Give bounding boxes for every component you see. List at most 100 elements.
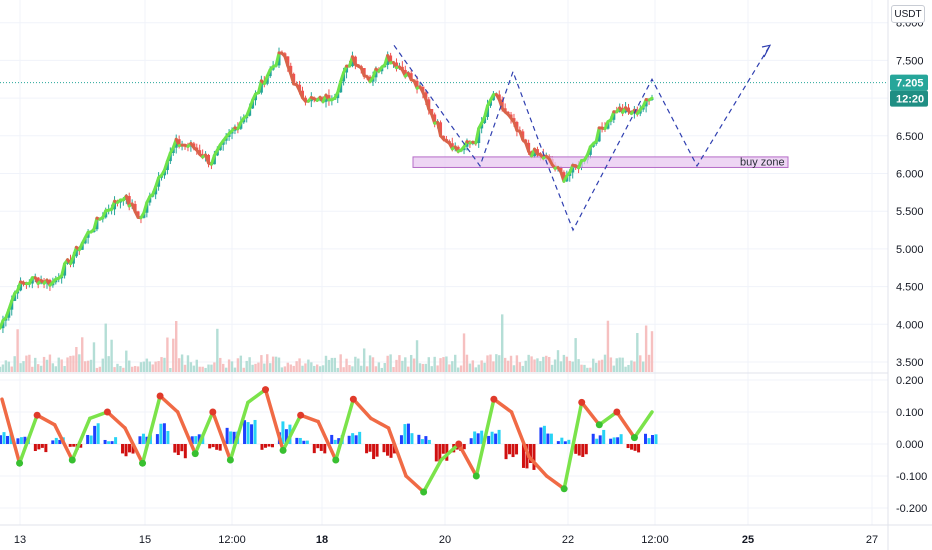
volume-bar <box>412 358 416 372</box>
oscillator-segment <box>615 410 637 440</box>
volume-bar <box>63 366 66 372</box>
price-trend-lines <box>0 51 654 330</box>
volume-bar <box>639 355 642 372</box>
volume-bar <box>45 359 49 372</box>
volume-bar <box>13 356 16 372</box>
volume-bar <box>151 364 154 372</box>
volume-bar <box>568 360 571 372</box>
volume-bar <box>222 363 225 372</box>
oscillator-segment <box>17 413 39 465</box>
oscillator-segment <box>123 426 145 465</box>
volume-bar <box>125 350 128 372</box>
histogram-bar <box>494 433 498 444</box>
histogram-bar <box>110 441 114 444</box>
volume-bar <box>19 363 22 372</box>
oscillator-segment <box>421 458 443 494</box>
volume-bar <box>42 356 46 372</box>
oscillator-segment <box>492 397 514 414</box>
histogram-bar <box>86 434 90 444</box>
volume-bar <box>401 360 404 372</box>
histogram-bar <box>19 437 23 444</box>
oscillator-segment <box>386 426 408 478</box>
price-tick-label: 7.500 <box>896 55 924 67</box>
histogram-bar <box>434 444 438 462</box>
volume-bar <box>498 355 501 372</box>
histogram-bar <box>612 437 616 444</box>
volume-bar <box>495 354 498 372</box>
histogram-bar <box>406 423 410 444</box>
volume-bar <box>177 358 181 372</box>
volume-bar <box>1 364 5 372</box>
histogram-bar <box>598 435 602 444</box>
oscillator-segment <box>140 394 162 465</box>
volume-bar <box>368 355 372 372</box>
volume-bar <box>330 357 334 372</box>
volume-bar <box>600 359 604 372</box>
volume-bar <box>589 367 592 372</box>
volume-bar <box>236 358 240 372</box>
trend-segment <box>594 126 601 143</box>
volume-bars <box>0 314 654 372</box>
volume-bar <box>436 365 439 372</box>
buy-zone[interactable]: buy zone <box>412 156 789 168</box>
volume-bar <box>130 366 134 372</box>
histogram-bar <box>515 444 519 455</box>
histogram-bar <box>159 423 163 444</box>
oscillator-segment <box>211 410 233 462</box>
histogram-bar <box>647 438 651 444</box>
histogram-bar <box>577 444 581 456</box>
oscillator-segment <box>246 387 268 405</box>
volume-bar <box>119 365 122 372</box>
volume-bar <box>266 354 269 372</box>
trend-segment <box>209 153 216 166</box>
histogram-bar <box>504 444 508 460</box>
currency-selector[interactable]: USDT <box>891 5 925 23</box>
histogram-bar <box>616 437 620 444</box>
histogram-bar <box>232 431 236 444</box>
histogram-bar <box>243 420 247 444</box>
volume-bar <box>592 358 595 372</box>
histogram-bar <box>305 440 309 444</box>
oscillator-segment <box>175 410 197 456</box>
histogram-bar <box>197 434 201 444</box>
trend-segment <box>497 98 504 110</box>
volume-bar <box>160 357 163 372</box>
time-tick-label: 18 <box>316 534 328 546</box>
projection-path[interactable] <box>393 44 772 232</box>
oscillator-segment <box>509 410 531 459</box>
histogram-bar <box>358 431 362 444</box>
volume-bar <box>562 354 566 372</box>
buy-zone-rect[interactable] <box>412 156 789 168</box>
trend-segment <box>483 104 490 119</box>
volume-bar <box>86 360 90 372</box>
histogram-bar <box>79 444 83 448</box>
histogram-bar <box>2 432 6 444</box>
volume-bar <box>539 361 542 372</box>
time-tick-label: 15 <box>139 534 151 546</box>
histogram-bar <box>40 444 44 448</box>
oscillator-segment <box>193 410 215 456</box>
histogram-bar <box>508 444 512 455</box>
volume-bar <box>292 365 295 372</box>
histogram-bar <box>609 438 613 444</box>
volume-bar <box>175 320 178 372</box>
volume-bar <box>615 358 618 372</box>
volume-bar <box>313 365 316 372</box>
histogram-bar <box>267 444 271 447</box>
trend-segment <box>162 159 169 172</box>
histogram-bar <box>93 425 97 444</box>
oscillator-pivot-dot <box>156 392 164 400</box>
oscillator-pivot-dot <box>209 408 217 416</box>
histogram-bar <box>23 436 27 444</box>
volume-bar <box>451 361 454 372</box>
volume-bar <box>556 350 560 372</box>
volume-bar <box>101 358 104 372</box>
histogram-bar <box>225 427 229 444</box>
histogram-bar <box>162 423 166 444</box>
histogram-bar <box>480 430 484 444</box>
volume-bar <box>486 355 489 372</box>
histogram-bar <box>176 444 180 456</box>
volume-bar <box>627 364 630 372</box>
histogram-bar <box>389 444 393 458</box>
